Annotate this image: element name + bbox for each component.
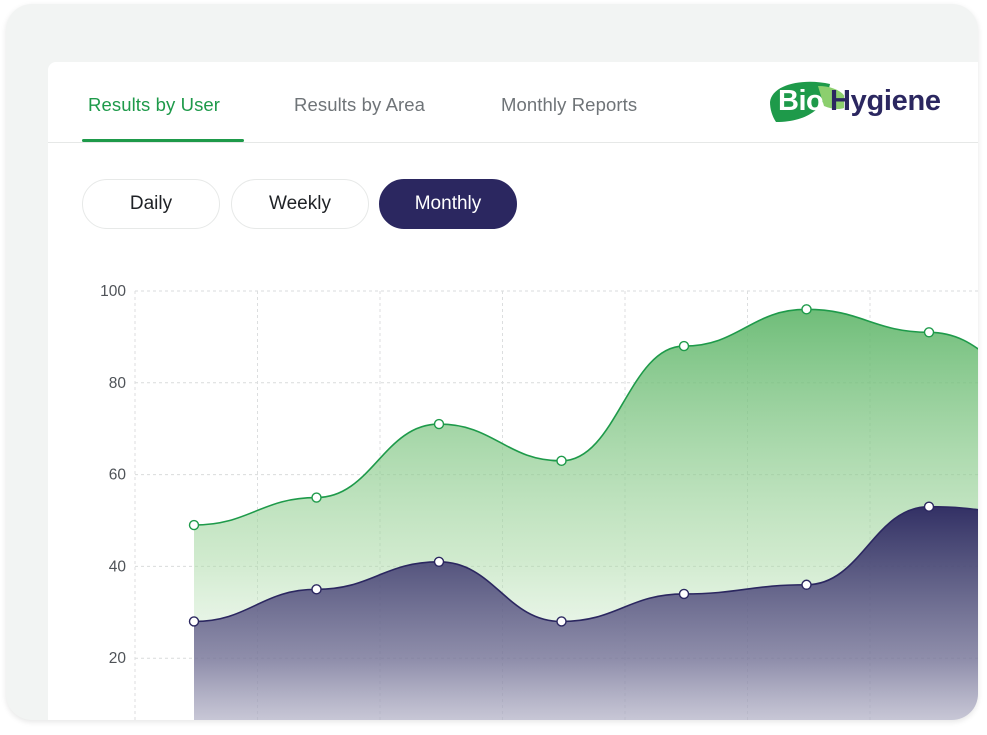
navy-series-point[interactable] <box>433 556 445 568</box>
navy-series-point[interactable] <box>311 584 322 595</box>
green-series-point[interactable] <box>556 455 567 467</box>
monthly-button[interactable]: Monthly <box>379 179 517 229</box>
y-tick-label: 40 <box>109 558 127 575</box>
green-series-point[interactable] <box>801 304 812 315</box>
green-series-point[interactable] <box>678 340 690 352</box>
green-series-point[interactable] <box>311 492 322 503</box>
logo-text-hygiene: Hygiene <box>830 85 941 117</box>
logo-text-bio: Bio <box>778 85 824 117</box>
chart-areas <box>193 308 978 720</box>
navy-series-area <box>194 506 978 720</box>
navy-series-point[interactable] <box>556 616 567 627</box>
active-tab-indicator <box>82 139 244 142</box>
chart-points <box>188 304 935 627</box>
tab-bar: Results by User Results by Area Monthly … <box>48 62 978 143</box>
weekly-button[interactable]: Weekly <box>231 179 369 229</box>
navy-series-line <box>193 505 978 623</box>
results-area-chart: 100 80 60 40 20 <box>100 283 978 720</box>
navy-series-point[interactable] <box>678 588 690 600</box>
green-series-point[interactable] <box>433 418 445 430</box>
daily-button[interactable]: Daily <box>82 179 220 229</box>
leaf-icon <box>770 81 844 122</box>
green-series-point[interactable] <box>923 327 935 338</box>
y-tick-label: 80 <box>109 375 127 392</box>
navy-series-point[interactable] <box>923 501 935 512</box>
navy-series-point[interactable] <box>188 616 200 627</box>
results-card: Results by User Results by Area Monthly … <box>48 62 978 720</box>
tab-results-by-area[interactable]: Results by Area <box>294 94 426 115</box>
y-tick-label: 100 <box>100 283 126 300</box>
navy-series-point[interactable] <box>801 579 812 590</box>
tab-results-by-user[interactable]: Results by User <box>88 94 221 115</box>
green-series-point[interactable] <box>188 519 200 531</box>
y-tick-label: 60 <box>109 467 127 484</box>
tab-monthly-reports[interactable]: Monthly Reports <box>501 94 638 115</box>
app-frame: Results by User Results by Area Monthly … <box>6 4 978 720</box>
y-axis-ticks: 100 80 60 40 20 <box>100 283 126 667</box>
green-series-line <box>193 308 978 526</box>
y-tick-label: 20 <box>109 650 127 667</box>
biohygiene-logo: Bio Hygiene <box>764 76 954 128</box>
